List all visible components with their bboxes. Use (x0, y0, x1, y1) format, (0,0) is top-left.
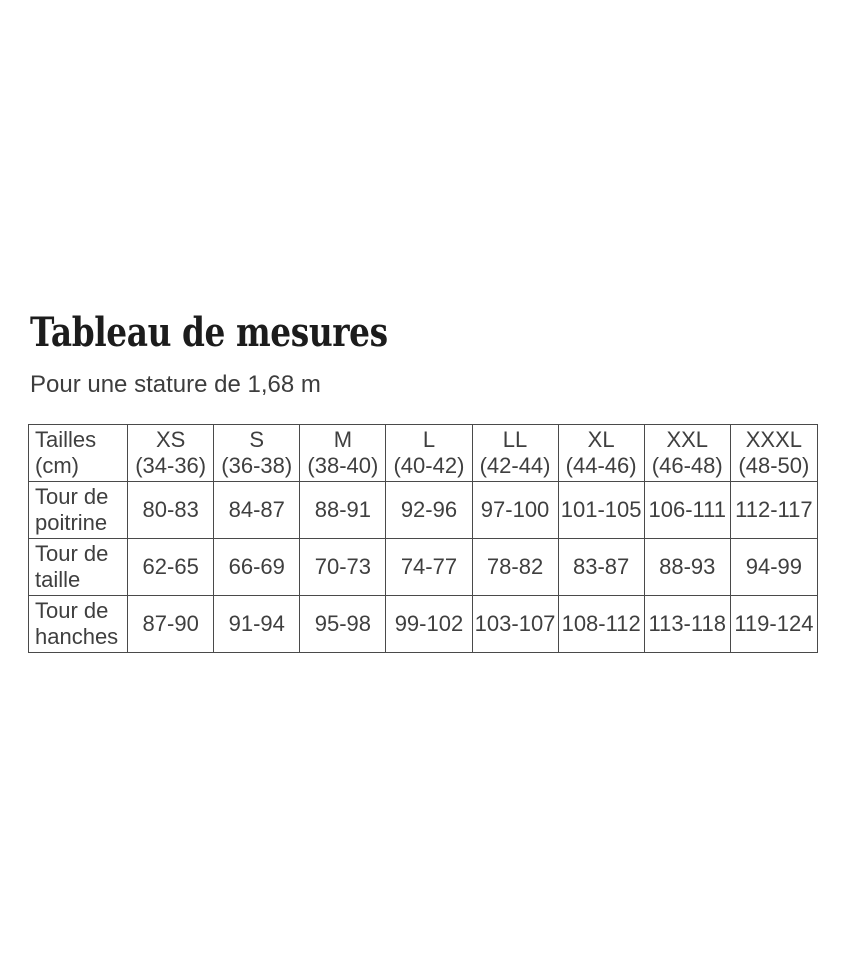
measurement-value: 80-83 (127, 481, 215, 539)
measurement-value: 62-65 (127, 537, 215, 596)
size-range: (48-50) (738, 453, 810, 478)
column-header-xxl: XXL (46-48) (643, 424, 731, 482)
measurement-value: 66-69 (213, 537, 301, 596)
measurement-value: 101-105 (557, 481, 645, 539)
size-range: (46-48) (651, 453, 723, 478)
page-subtitle: Pour une stature de 1,68 m (30, 371, 321, 398)
measurement-value: 78-82 (471, 537, 559, 596)
measurement-value: 70-73 (299, 537, 387, 596)
size-label: XS (155, 427, 186, 453)
size-range: (34-36) (135, 453, 207, 478)
table-row-hips: Tour de hanches 87-90 91-94 95-98 99-102… (27, 594, 819, 653)
size-range: (36-38) (221, 453, 293, 478)
column-header-s: S (36-38) (213, 424, 301, 482)
corner-header-cell: Tailles (cm) (27, 424, 129, 482)
column-header-xl: XL (44-46) (557, 424, 645, 482)
size-range: (44-46) (565, 453, 637, 478)
table-header-row: Tailles (cm) XS (34-36) S (36-38) M (38-… (27, 424, 819, 482)
size-label: XXL (666, 427, 709, 453)
row-label-waist: Tour de taille (27, 537, 129, 596)
column-header-ll: LL (42-44) (471, 424, 559, 482)
column-header-l: L (40-42) (385, 424, 473, 482)
measurement-value: 113-118 (643, 594, 731, 653)
size-label: LL (502, 427, 528, 453)
size-label: XL (587, 427, 615, 453)
measurement-value: 112-117 (729, 481, 819, 539)
size-label: S (249, 427, 265, 453)
table-row-chest: Tour de poitrine 80-83 84-87 88-91 92-96… (27, 481, 819, 539)
measurement-value: 83-87 (557, 537, 645, 596)
column-header-m: M (38-40) (299, 424, 387, 482)
measurement-value: 74-77 (385, 537, 473, 596)
measurement-value: 88-91 (299, 481, 387, 539)
measurement-value: 91-94 (213, 594, 301, 653)
measurement-value: 94-99 (729, 537, 819, 596)
measurement-value: 108-112 (557, 594, 645, 653)
measurement-value: 97-100 (471, 481, 559, 539)
size-label: XXXL (745, 427, 803, 453)
measurement-value: 106-111 (643, 481, 731, 539)
size-range: (38-40) (307, 453, 379, 478)
size-label: L (422, 427, 436, 453)
size-range: (42-44) (479, 453, 551, 478)
column-header-xxxl: XXXL (48-50) (729, 424, 819, 482)
measurement-value: 99-102 (385, 594, 473, 653)
measurement-value: 84-87 (213, 481, 301, 539)
measurement-value: 88-93 (643, 537, 731, 596)
size-label: M (333, 427, 353, 453)
measurement-value: 92-96 (385, 481, 473, 539)
page-title: Tableau de mesures (30, 309, 388, 356)
measurement-value: 119-124 (729, 594, 819, 653)
measurement-value: 103-107 (471, 594, 559, 653)
measurement-value: 95-98 (299, 594, 387, 653)
row-label-hips: Tour de hanches (27, 594, 129, 653)
measurement-value: 87-90 (127, 594, 215, 653)
table-row-waist: Tour de taille 62-65 66-69 70-73 74-77 7… (27, 537, 819, 596)
column-header-xs: XS (34-36) (127, 424, 215, 482)
size-measurement-table: Tailles (cm) XS (34-36) S (36-38) M (38-… (27, 424, 819, 653)
size-range: (40-42) (393, 453, 465, 478)
row-label-chest: Tour de poitrine (27, 481, 129, 539)
